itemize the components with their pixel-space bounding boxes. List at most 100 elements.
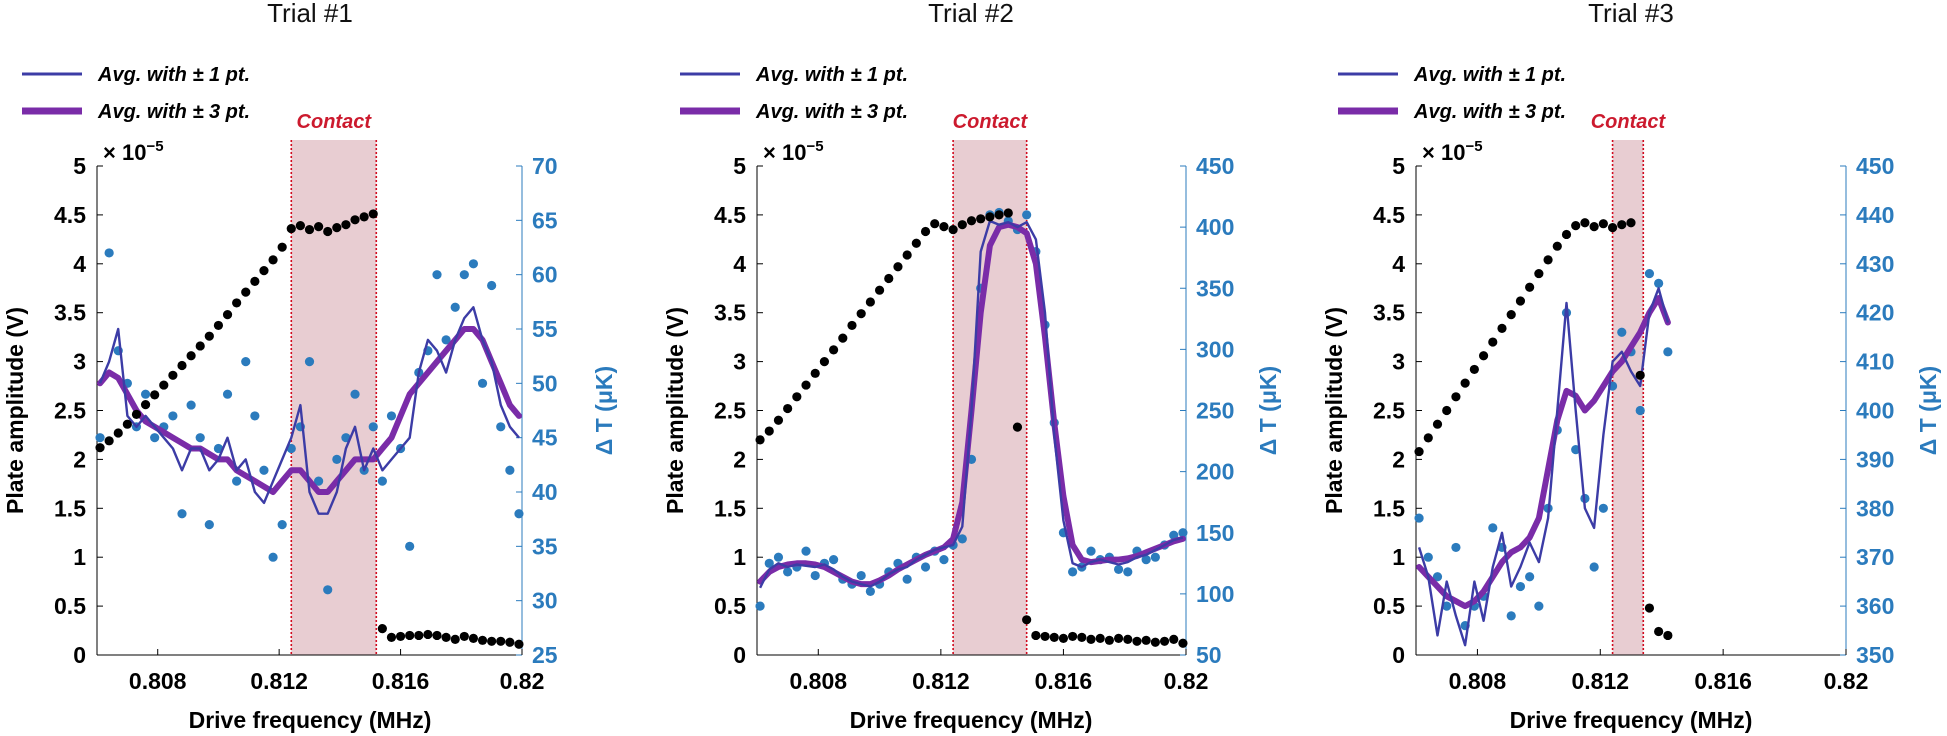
amplitude-point <box>140 400 151 410</box>
amplitude-point <box>186 351 196 361</box>
panel-trial-3: Trial #3 Contact Avg. with ± 1 pt. Avg. wit… <box>1321 0 1941 733</box>
x-tick-label: 0.82 <box>1824 668 1869 694</box>
temperature-point <box>405 541 415 551</box>
y-tick-label-right: 50 <box>1196 642 1222 668</box>
temperature-point <box>902 574 912 584</box>
temperature-point <box>783 567 793 577</box>
amplitude-point <box>213 320 224 331</box>
y-tick-label-left: 4.5 <box>714 202 746 228</box>
temperature-point <box>177 509 187 519</box>
amplitude-point <box>1012 422 1023 432</box>
amplitude-point <box>405 630 415 641</box>
amplitude-point <box>755 435 765 445</box>
temperature-point <box>250 411 260 421</box>
y-tick-label-left: 4.5 <box>54 202 86 228</box>
temperature-point <box>755 601 765 611</box>
temperature-point <box>1178 528 1188 538</box>
x-tick-label: 0.816 <box>1694 668 1752 694</box>
amplitude-point <box>222 310 233 320</box>
temperature-point <box>195 433 205 443</box>
amplitude-point <box>304 224 315 235</box>
temperature-point <box>1663 347 1673 357</box>
y-tick-label-right: 25 <box>532 642 558 668</box>
y-tick-label-right: 250 <box>1196 398 1234 424</box>
y-tick-label-left: 0.5 <box>54 593 86 619</box>
amplitude-point <box>976 214 986 224</box>
amplitude-point <box>432 630 442 641</box>
x-axis-label: Drive frequency (MHz) <box>189 707 432 733</box>
y-tick-label-left: 3.5 <box>1373 300 1405 326</box>
temperature-point <box>1589 562 1599 572</box>
y-tick-label-left: 1 <box>73 544 86 570</box>
temperature-point <box>1141 555 1151 565</box>
amplitude-point <box>1626 218 1636 228</box>
x-tick-label: 0.812 <box>912 668 970 694</box>
amplitude-point <box>773 415 784 425</box>
amplitude-point <box>368 209 378 219</box>
y-tick-label-left: 3.5 <box>714 300 746 326</box>
y-tick-label-right: 300 <box>1196 336 1234 362</box>
temperature-point <box>350 389 360 399</box>
temperature-point <box>468 259 479 269</box>
y-tick-label-right: 30 <box>532 588 558 614</box>
chart-title: Trial #1 <box>267 0 353 28</box>
temperature-point <box>1635 405 1645 416</box>
amplitude-point <box>250 276 260 287</box>
amplitude-point <box>920 226 931 237</box>
amplitude-point <box>1525 282 1535 292</box>
amplitude-point <box>1442 405 1452 416</box>
y-tick-label-right: 150 <box>1196 520 1234 546</box>
temperature-point <box>314 476 324 486</box>
temperature-point <box>1414 513 1424 523</box>
series-avg3-line <box>1416 295 1671 610</box>
amplitude-point <box>232 298 242 308</box>
temperature-point <box>259 465 269 475</box>
panel-trial-2: Trial #2 Contact Avg. with ± 1 pt. Avg. wit… <box>662 0 1281 733</box>
y-tick-label-right: 100 <box>1196 581 1234 607</box>
temperature-point <box>441 335 451 345</box>
amplitude-point <box>1534 268 1544 279</box>
y-tick-label-left: 0.5 <box>714 593 746 619</box>
series-avg1-line <box>1417 287 1670 647</box>
contact-region <box>1612 140 1644 655</box>
amplitude-point <box>1022 615 1032 625</box>
amplitude-point <box>1580 218 1590 228</box>
y-tick-label-right: 410 <box>1856 349 1894 375</box>
amplitude-point <box>1617 220 1627 230</box>
amplitude-point <box>1552 241 1562 251</box>
amplitude-point <box>350 215 360 225</box>
x-axis-label: Drive frequency (MHz) <box>1510 707 1753 733</box>
amplitude-point <box>268 255 278 265</box>
amplitude-point <box>1104 635 1114 645</box>
contact-label: Contact <box>953 111 1029 133</box>
temperature-point <box>1617 327 1627 337</box>
temperature-point <box>1644 268 1655 279</box>
temperature-point <box>204 520 214 530</box>
legend-label-avg1: Avg. with ± 1 pt. <box>1413 64 1566 86</box>
temperature-point <box>1022 210 1032 220</box>
temperature-point <box>277 520 287 530</box>
y-tick-label-left: 4 <box>73 251 86 277</box>
exponent-label: × 10−5 <box>763 138 824 165</box>
y-tick-label-left: 5 <box>1392 153 1405 179</box>
exponent-label: × 10−5 <box>1422 138 1483 165</box>
temperature-point <box>304 357 315 367</box>
amplitude-point <box>1506 310 1516 320</box>
amplitude-point <box>810 368 820 378</box>
amplitude-point <box>1040 631 1050 642</box>
temperature-point <box>150 433 160 443</box>
amplitude-point <box>1469 364 1479 375</box>
temperature-point <box>1525 572 1535 582</box>
y-tick-label-right: 350 <box>1856 642 1894 668</box>
temperature-point <box>920 562 931 572</box>
temperature-point <box>829 555 839 565</box>
amplitude-point <box>487 636 497 646</box>
amplitude-point <box>359 212 369 222</box>
y-axis-label-left: Plate amplitude (V) <box>1321 307 1347 514</box>
amplitude-point <box>801 380 811 390</box>
y-tick-label-right: 350 <box>1196 275 1234 301</box>
x-axis-label: Drive frequency (MHz) <box>850 707 1093 733</box>
y-tick-label-right: 440 <box>1856 202 1894 228</box>
y-tick-label-right: 50 <box>532 370 558 396</box>
